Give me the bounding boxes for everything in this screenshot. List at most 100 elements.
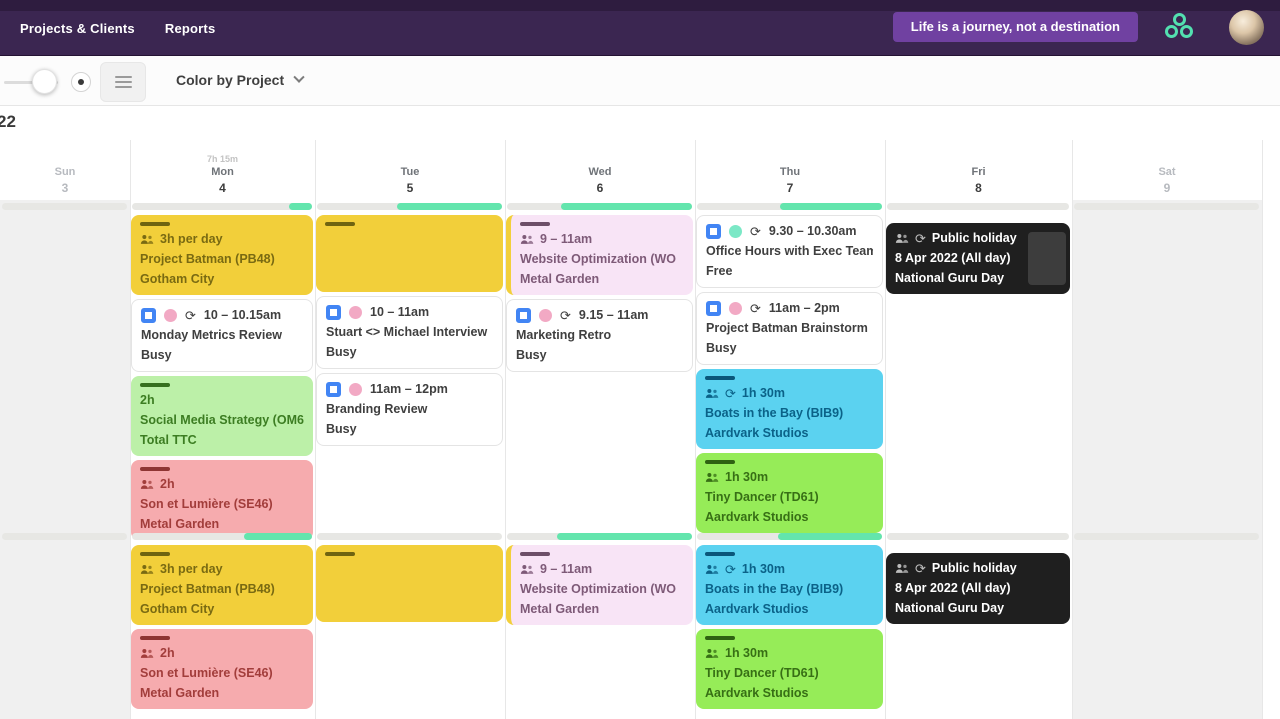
event-text: Metal Garden: [520, 272, 600, 286]
event-text-line: Son et Lumière (SE46): [140, 663, 304, 683]
weekend-column-shading: [1072, 200, 1262, 719]
event-text: Website Optimization (WO: [520, 252, 677, 266]
event-card[interactable]: ⟳ 9.30 – 10.30am Office Hours with Exec Te…: [696, 215, 883, 288]
event-card[interactable]: ⟳ 1h 30m Boats in the Bay (BIB9) Aardvark S…: [696, 545, 883, 625]
event-text-line: Aardvark Studios: [705, 507, 874, 527]
event-text-line: 2h: [140, 643, 304, 663]
holiday-card-panel: [1028, 232, 1066, 285]
event-card[interactable]: 11am – 12pm Branding Review Busy: [316, 373, 503, 446]
capacity-bar-fill: [243, 533, 312, 540]
day-events-column: ⟳ 1h 30m Boats in the Bay (BIB9) Aardvark S…: [696, 545, 883, 709]
event-text: Gotham City: [140, 602, 215, 616]
google-calendar-icon: [516, 307, 531, 323]
day-header-mon[interactable]: 7h 15m Mon 4: [130, 140, 315, 200]
day-name-label: Fri: [971, 165, 986, 178]
event-text-line: Metal Garden: [520, 599, 684, 619]
event-text-line: Project Batman (PB48): [140, 579, 304, 599]
day-date-label: 9: [1163, 180, 1171, 195]
day-name-label: Thu: [779, 165, 801, 178]
people-icon: [140, 479, 154, 490]
nav-item-projects-clients[interactable]: Projects & Clients: [20, 20, 135, 36]
event-card[interactable]: 3h per day Project Batman (PB48) Gotham Ci…: [131, 215, 313, 295]
day-header-fri[interactable]: Fri 8: [885, 140, 1072, 200]
capacity-bar-track: [2, 533, 127, 540]
event-card[interactable]: 3h per day Project Batman (PB48) Gotham Ci…: [131, 545, 313, 625]
event-card[interactable]: 10 – 11am Stuart <> Michael Interview Busy: [316, 296, 503, 369]
event-card[interactable]: 1h 30m Tiny Dancer (TD61) Aardvark Studios: [696, 453, 883, 533]
event-card[interactable]: [316, 215, 503, 292]
agenda-view-button[interactable]: [100, 62, 146, 102]
event-text-line: Gotham City: [140, 269, 304, 289]
event-text-line: Total TTC: [140, 430, 304, 450]
color-by-project-label: Color by Project: [176, 72, 285, 88]
nav-item-reports[interactable]: Reports: [164, 20, 216, 36]
event-card[interactable]: ⟳ 10 – 10.15am Monday Metrics Review Busy: [131, 299, 313, 372]
user-avatar[interactable]: [1229, 10, 1264, 45]
capacity-bar-track: [1074, 533, 1259, 540]
capacity-bar-fill: [556, 533, 692, 540]
event-text: Public holiday: [931, 561, 1017, 575]
event-card[interactable]: ⟳ Public holiday 8 Apr 2022 (All day) Natio…: [886, 553, 1070, 624]
event-text-line: ⟳ 9.30 – 10.30am: [706, 221, 873, 241]
event-text-line: Busy: [326, 419, 493, 439]
day-header-sun[interactable]: Sun 3: [0, 140, 130, 200]
event-text-line: Gotham City: [140, 599, 304, 619]
sync-icon: ⟳: [560, 307, 571, 323]
busy-status-icon: [164, 308, 177, 322]
google-calendar-icon: [326, 381, 341, 397]
capacity-bar-track: [132, 533, 312, 540]
event-card[interactable]: ⟳ Public holiday 8 Apr 2022 (All day) Natio…: [886, 223, 1070, 294]
event-text: National Guru Day: [895, 601, 1005, 615]
event-card[interactable]: ⟳ 9.15 – 11am Marketing Retro Busy: [506, 299, 693, 372]
sync-icon: ⟳: [185, 307, 196, 323]
event-card[interactable]: 9 – 11am Website Optimization (WO Metal Ga…: [506, 545, 693, 625]
event-text-line: ⟳ 1h 30m: [705, 559, 874, 579]
google-calendar-icon: [326, 304, 341, 320]
app-logo-icon[interactable]: [1164, 13, 1198, 43]
day-date-label: 4: [219, 180, 226, 195]
people-icon: [520, 234, 534, 245]
event-card[interactable]: ⟳ 11am – 2pm Project Batman Brainstorm Busy: [696, 292, 883, 365]
event-text: Total TTC: [140, 433, 197, 447]
event-text-line: 2h: [140, 474, 304, 494]
event-text: 1h 30m: [725, 646, 769, 660]
event-card[interactable]: [316, 545, 503, 622]
event-text-line: Marketing Retro: [516, 325, 683, 345]
capacity-bar-fill: [780, 203, 882, 210]
event-text-line: Stuart <> Michael Interview: [326, 322, 493, 342]
capacity-bar-fill: [396, 203, 502, 210]
color-by-project-dropdown[interactable]: Color by Project: [176, 71, 305, 88]
event-card[interactable]: 2h Son et Lumière (SE46) Metal Garden: [131, 460, 313, 540]
capacity-bar-track: [887, 203, 1069, 210]
view-toggle-radio[interactable]: [71, 72, 91, 92]
event-text: 9 – 11am: [540, 562, 593, 576]
day-header-thu[interactable]: Thu 7: [695, 140, 885, 200]
event-text: Office Hours with Exec Team: [706, 244, 873, 258]
event-text-line: Project Batman (PB48): [140, 249, 304, 269]
event-text-line: Busy: [141, 345, 303, 365]
event-text: Gotham City: [140, 272, 215, 286]
zoom-slider-track: [4, 81, 58, 84]
event-card[interactable]: 2h Son et Lumière (SE46) Metal Garden: [131, 629, 313, 709]
day-header-sat[interactable]: Sat 9: [1072, 140, 1262, 200]
event-card[interactable]: 1h 30m Tiny Dancer (TD61) Aardvark Studios: [696, 629, 883, 709]
event-text-line: Busy: [706, 338, 873, 358]
people-icon: [895, 563, 909, 574]
event-text-line: Son et Lumière (SE46): [140, 494, 304, 514]
people-icon: [140, 234, 154, 245]
event-card[interactable]: 2h Social Media Strategy (OM6 Total TTC: [131, 376, 313, 456]
day-events-column: [316, 545, 503, 622]
event-card[interactable]: ⟳ 1h 30m Boats in the Bay (BIB9) Aardvark S…: [696, 369, 883, 449]
day-events-column: 9 – 11am Website Optimization (WO Metal Ga…: [506, 215, 693, 372]
sync-icon: ⟳: [915, 230, 926, 246]
event-text-line: Tiny Dancer (TD61): [705, 487, 874, 507]
grid-line: [695, 140, 696, 719]
event-text-line: Aardvark Studios: [705, 683, 874, 703]
zoom-slider-handle[interactable]: [32, 69, 57, 94]
day-header-wed[interactable]: Wed 6: [505, 140, 695, 200]
event-color-strip: [520, 222, 550, 226]
event-text-line: Tiny Dancer (TD61): [705, 663, 874, 683]
event-card[interactable]: 9 – 11am Website Optimization (WO Metal Ga…: [506, 215, 693, 295]
people-icon: [140, 648, 154, 659]
day-header-tue[interactable]: Tue 5: [315, 140, 505, 200]
